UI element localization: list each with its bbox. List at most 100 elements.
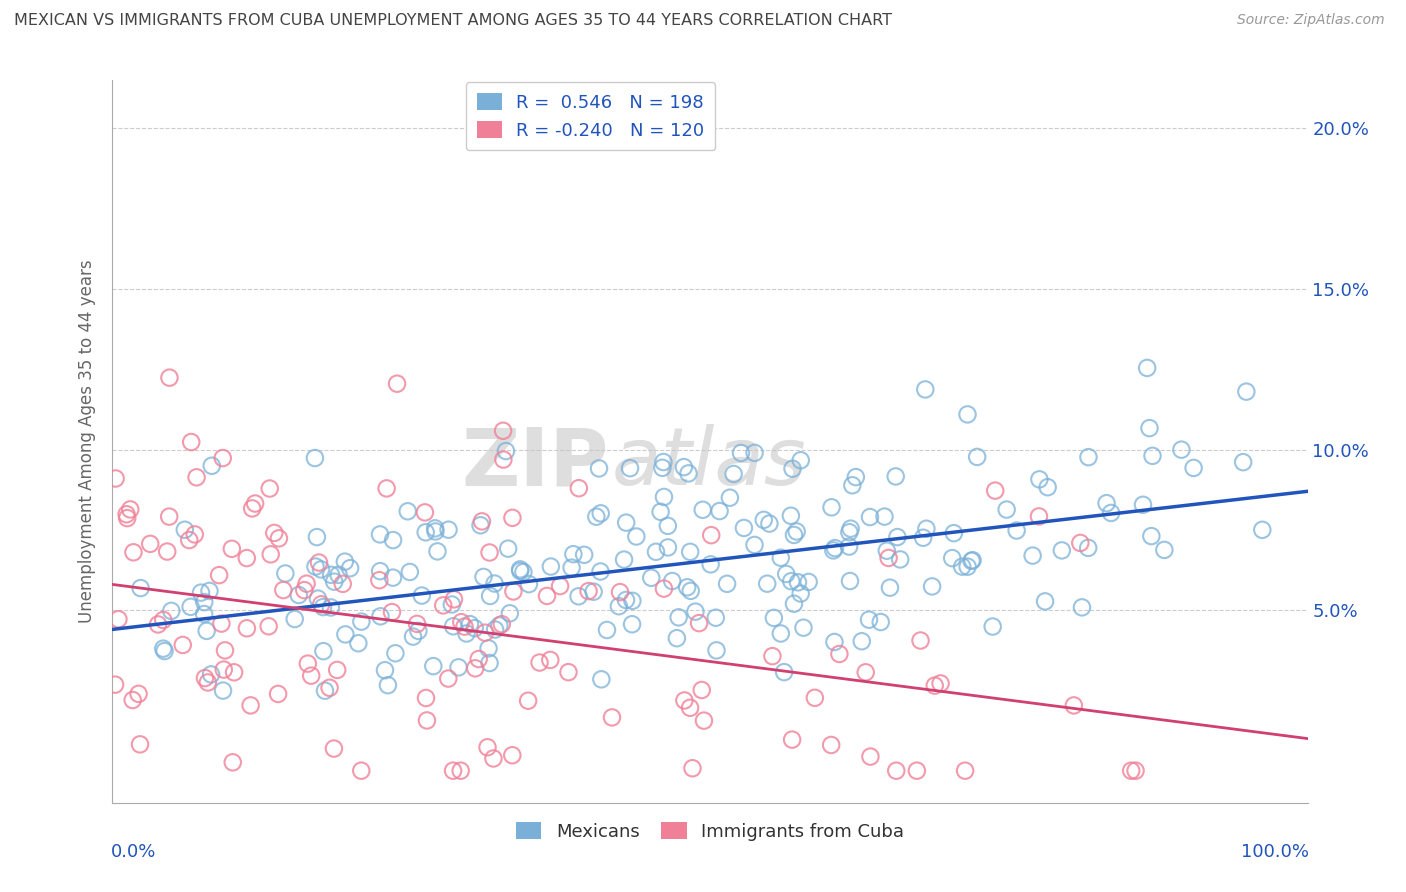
Point [292, 583, 315, 598]
Point [299, 668, 322, 682]
Point [287, 588, 309, 602]
Point [568, 481, 591, 495]
Point [200, 667, 222, 681]
Point [780, 574, 803, 589]
Point [596, 623, 619, 637]
Point [915, 522, 938, 536]
Point [1028, 472, 1050, 486]
Point [212, 663, 235, 677]
Point [855, 665, 877, 680]
Point [121, 693, 143, 707]
Point [841, 478, 863, 492]
Point [347, 636, 370, 650]
Point [588, 461, 610, 475]
Point [115, 511, 138, 525]
Point [1063, 698, 1085, 713]
Point [415, 691, 437, 706]
Point [193, 595, 215, 609]
Point [905, 764, 928, 778]
Point [614, 516, 637, 530]
Point [838, 540, 860, 554]
Point [437, 523, 460, 537]
Point [956, 408, 979, 422]
Point [333, 555, 356, 569]
Point [173, 523, 195, 537]
Point [786, 524, 808, 539]
Point [502, 584, 524, 599]
Point [540, 559, 562, 574]
Point [869, 615, 891, 629]
Point [657, 519, 679, 533]
Point [156, 544, 179, 558]
Point [804, 690, 827, 705]
Point [1050, 543, 1073, 558]
Point [645, 545, 668, 559]
Point [744, 538, 766, 552]
Point [115, 508, 138, 522]
Point [197, 675, 219, 690]
Point [780, 732, 803, 747]
Point [267, 687, 290, 701]
Point [613, 552, 636, 566]
Point [318, 681, 340, 695]
Point [1071, 600, 1094, 615]
Point [209, 616, 232, 631]
Point [678, 467, 700, 481]
Point [572, 548, 595, 562]
Point [665, 631, 688, 645]
Point [762, 611, 785, 625]
Point [1125, 764, 1147, 778]
Point [1142, 449, 1164, 463]
Point [501, 748, 523, 763]
Point [350, 615, 373, 629]
Point [820, 738, 842, 752]
Point [484, 576, 506, 591]
Point [374, 663, 396, 677]
Point [208, 568, 231, 582]
Point [139, 537, 162, 551]
Point [650, 505, 672, 519]
Point [323, 574, 346, 589]
Point [312, 644, 335, 658]
Point [858, 613, 880, 627]
Point [471, 514, 494, 528]
Point [758, 516, 780, 531]
Point [657, 541, 679, 555]
Point [432, 599, 454, 613]
Point [257, 619, 280, 633]
Point [1099, 506, 1122, 520]
Point [484, 623, 506, 637]
Point [377, 678, 399, 692]
Point [756, 576, 779, 591]
Point [661, 574, 683, 588]
Point [839, 574, 862, 588]
Point [966, 450, 988, 464]
Point [423, 521, 446, 535]
Point [1139, 421, 1161, 435]
Point [1153, 542, 1175, 557]
Point [146, 617, 169, 632]
Point [851, 634, 873, 648]
Point [509, 562, 531, 576]
Point [1182, 461, 1205, 475]
Point [335, 627, 357, 641]
Point [478, 545, 501, 559]
Point [609, 585, 631, 599]
Text: Source: ZipAtlas.com: Source: ZipAtlas.com [1237, 13, 1385, 28]
Point [274, 566, 297, 581]
Point [782, 461, 804, 475]
Point [1077, 450, 1099, 464]
Point [120, 502, 142, 516]
Point [652, 582, 675, 596]
Point [529, 656, 551, 670]
Point [495, 444, 517, 458]
Point [295, 576, 318, 591]
Point [517, 694, 540, 708]
Point [273, 582, 295, 597]
Point [370, 609, 392, 624]
Point [398, 565, 420, 579]
Point [823, 543, 845, 558]
Point [236, 551, 259, 566]
Point [859, 510, 882, 524]
Point [914, 383, 936, 397]
